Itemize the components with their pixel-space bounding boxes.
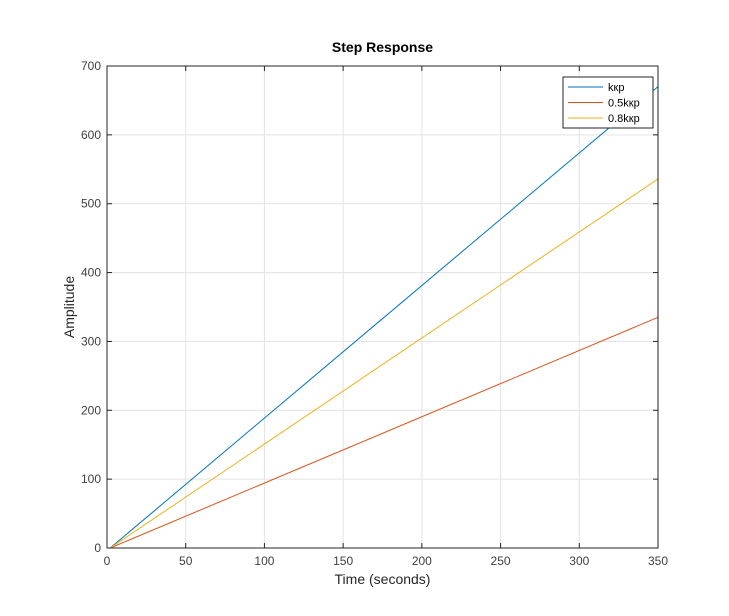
x-tick-label: 250 [491, 554, 511, 568]
x-tick-label: 150 [333, 554, 353, 568]
ticks: 0 50 100 150 200 250 300 350 0 100 200 300 400 500 600… [81, 59, 668, 568]
x-tick-label: 200 [412, 554, 432, 568]
y-tick-label: 500 [81, 197, 101, 211]
legend: kкp 0.5kкp 0.8kкp [562, 76, 654, 129]
series-line-3 [109, 178, 659, 549]
x-tick-label: 350 [648, 554, 668, 568]
x-tick-label: 100 [254, 554, 274, 568]
series-line-2 [109, 316, 659, 549]
x-tick-label: 300 [569, 554, 589, 568]
y-tick-label: 100 [81, 472, 101, 486]
legend-label-1: kкp [608, 82, 624, 94]
y-tick-label: 0 [94, 541, 101, 555]
y-tick-label: 300 [81, 334, 101, 348]
y-tick-label: 400 [81, 266, 101, 280]
grid [107, 66, 658, 548]
x-tick-label: 0 [104, 554, 111, 568]
x-axis-label: Time (seconds) [335, 571, 431, 587]
chart-title: Step Response [332, 39, 433, 55]
legend-label-2: 0.5kкp [608, 98, 640, 110]
x-tick-label: 50 [179, 554, 193, 568]
y-tick-label: 600 [81, 128, 101, 142]
axes-frame [106, 65, 659, 549]
series-line-1 [109, 86, 659, 549]
y-tick-label: 200 [81, 403, 101, 417]
series-group [109, 86, 659, 549]
y-axis-label: Amplitude [61, 276, 77, 338]
legend-items: kкp 0.5kкp 0.8kкp [568, 82, 640, 125]
legend-label-3: 0.8kкp [608, 113, 640, 125]
y-tick-label: 700 [81, 59, 101, 73]
